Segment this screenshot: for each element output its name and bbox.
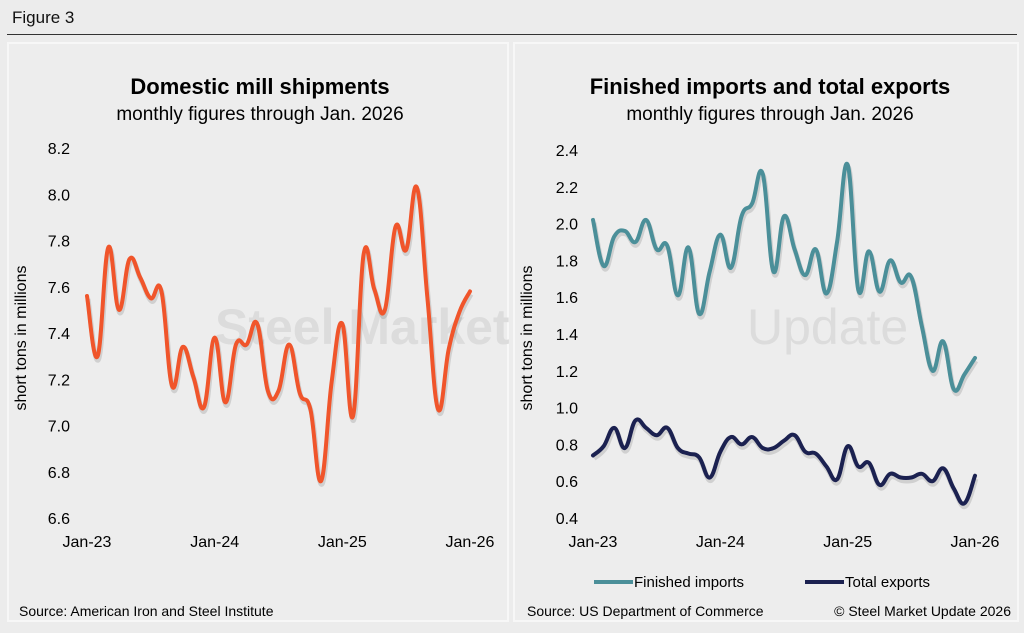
legend: Finished imports Total exports	[594, 574, 930, 591]
y-tick-label: 6.6	[48, 511, 70, 528]
series-lines	[591, 161, 979, 510]
copyright-note: © Steel Market Update 2026	[834, 603, 1011, 619]
x-axis-ticks: Jan-23 Jan-24 Jan-25 Jan-26	[569, 534, 1000, 551]
chart-subtitle: monthly figures through Jan. 2026	[116, 104, 403, 125]
series-line-shadow	[591, 164, 979, 397]
watermark: Update	[747, 299, 908, 355]
x-tick-label: Jan-24	[696, 534, 745, 551]
series-line-shadow	[592, 420, 979, 510]
y-tick-label: 7.4	[48, 326, 70, 343]
chart-title: Finished imports and total exports	[590, 74, 951, 99]
y-tick-label: 2.2	[556, 180, 578, 197]
trade-chart-panel: Update Finished imports and total export…	[513, 42, 1019, 622]
y-tick-label: 1.2	[556, 364, 578, 381]
y-tick-label: 8.2	[48, 141, 70, 158]
source-note: Source: American Iron and Steel Institut…	[19, 603, 274, 619]
x-tick-label: Jan-26	[446, 534, 495, 551]
y-tick-label: 8.0	[48, 187, 70, 204]
watermark-text: Update	[747, 299, 908, 355]
series-line-total-exports	[591, 417, 977, 506]
trade-chart: Update Finished imports and total export…	[519, 74, 1011, 619]
x-axis-ticks: Jan-23 Jan-24 Jan-25 Jan-26	[63, 534, 495, 551]
legend-label-exports: Total exports	[845, 574, 930, 591]
y-tick-label: 1.0	[556, 401, 578, 418]
source-note: Source: US Department of Commerce	[527, 603, 764, 619]
x-tick-label: Jan-24	[190, 534, 239, 551]
series-line-domestic-mill-shipments	[85, 184, 472, 484]
legend-label-imports: Finished imports	[634, 574, 744, 591]
y-tick-label: 2.4	[556, 143, 578, 160]
y-axis-ticks: 8.2 8.0 7.8 7.6 7.4 7.2 7.0 6.8 6.6	[48, 141, 70, 528]
x-tick-label: Jan-25	[823, 534, 872, 551]
chart-title: Domestic mill shipments	[130, 74, 389, 99]
y-tick-label: 0.4	[556, 511, 578, 528]
shipments-chart: Steel Market Domestic mill shipments mon…	[13, 74, 510, 619]
shipments-chart-panel: Steel Market Domestic mill shipments mon…	[7, 42, 510, 622]
chart-subtitle: monthly figures through Jan. 2026	[626, 104, 913, 125]
y-tick-label: 1.6	[556, 290, 578, 307]
y-axis-label: short tons in millions	[519, 266, 536, 411]
y-tick-label: 0.6	[556, 474, 578, 491]
y-tick-label: 1.8	[556, 253, 578, 270]
y-tick-label: 7.0	[48, 419, 70, 436]
figure-title: Figure 3	[12, 8, 75, 27]
x-tick-label: Jan-25	[318, 534, 367, 551]
y-axis-label: short tons in millions	[13, 266, 30, 411]
series-line-finished-imports	[591, 161, 977, 393]
series-lines	[85, 184, 474, 487]
y-tick-label: 1.4	[556, 327, 578, 344]
y-tick-label: 7.8	[48, 234, 70, 251]
y-tick-label: 7.6	[48, 280, 70, 297]
x-tick-label: Jan-23	[63, 534, 112, 551]
y-tick-label: 2.0	[556, 217, 578, 234]
y-tick-label: 7.2	[48, 372, 70, 389]
x-tick-label: Jan-26	[951, 534, 1000, 551]
y-axis-ticks: 2.4 2.2 2.0 1.8 1.6 1.4 1.2 1.0 0.8 0.6 0.4	[556, 143, 578, 528]
title-divider	[7, 34, 1017, 35]
y-tick-label: 6.8	[48, 465, 70, 482]
y-tick-label: 0.8	[556, 437, 578, 454]
x-tick-label: Jan-23	[569, 534, 618, 551]
